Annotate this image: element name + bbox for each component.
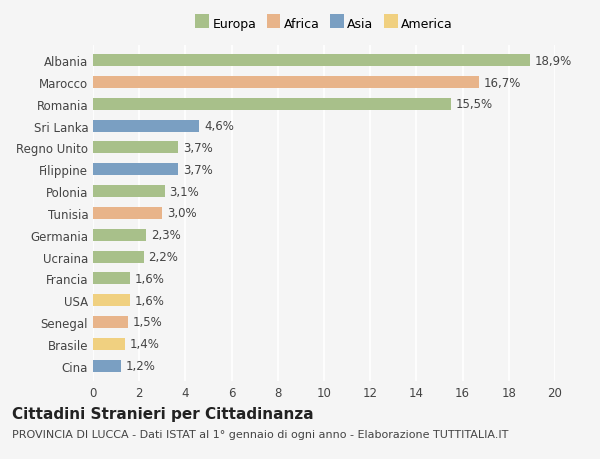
- Bar: [93, 120, 199, 132]
- Text: 3,7%: 3,7%: [183, 163, 213, 176]
- Bar: [93, 207, 162, 219]
- Text: 1,2%: 1,2%: [125, 359, 155, 372]
- Bar: [93, 360, 121, 372]
- Legend: Europa, Africa, Asia, America: Europa, Africa, Asia, America: [193, 15, 455, 33]
- Text: 1,6%: 1,6%: [134, 294, 164, 307]
- Text: 1,4%: 1,4%: [130, 337, 160, 351]
- Text: 3,7%: 3,7%: [183, 142, 213, 155]
- Text: 3,1%: 3,1%: [169, 185, 199, 198]
- Bar: [93, 251, 144, 263]
- Text: 1,6%: 1,6%: [134, 272, 164, 285]
- Text: 15,5%: 15,5%: [455, 98, 493, 111]
- Text: PROVINCIA DI LUCCA - Dati ISTAT al 1° gennaio di ogni anno - Elaborazione TUTTIT: PROVINCIA DI LUCCA - Dati ISTAT al 1° ge…: [12, 429, 508, 439]
- Text: 4,6%: 4,6%: [204, 120, 234, 133]
- Text: 16,7%: 16,7%: [484, 76, 521, 90]
- Bar: [93, 77, 479, 89]
- Bar: [93, 273, 130, 285]
- Bar: [93, 295, 130, 307]
- Text: 2,2%: 2,2%: [148, 251, 178, 263]
- Bar: [93, 186, 164, 198]
- Bar: [93, 338, 125, 350]
- Text: 1,5%: 1,5%: [132, 316, 162, 329]
- Bar: [93, 164, 178, 176]
- Bar: [93, 142, 178, 154]
- Text: Cittadini Stranieri per Cittadinanza: Cittadini Stranieri per Cittadinanza: [12, 406, 314, 421]
- Bar: [93, 316, 128, 328]
- Bar: [93, 99, 451, 111]
- Text: 18,9%: 18,9%: [534, 55, 571, 67]
- Bar: [93, 55, 530, 67]
- Text: 2,3%: 2,3%: [151, 229, 181, 242]
- Bar: [93, 229, 146, 241]
- Text: 3,0%: 3,0%: [167, 207, 197, 220]
